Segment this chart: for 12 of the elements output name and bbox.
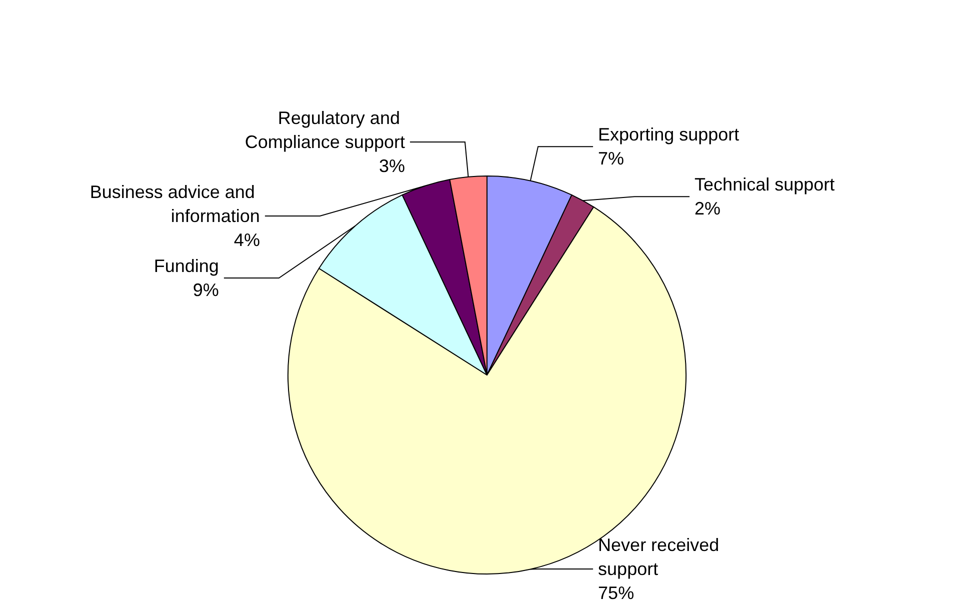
data-label: 7% [598,148,624,169]
data-label: 4% [234,230,260,250]
slice-label: Funding [154,256,219,276]
data-label: 3% [378,156,405,176]
slice-label: Regulatory and Compliance support [244,108,405,152]
data-label: 9% [192,280,219,300]
slice-label: Technical support [694,174,835,195]
slice-label: Business advice and information [90,182,260,226]
data-label: 2% [694,198,721,219]
slice-label: Never received support [598,535,724,579]
slice-label: Exporting support [598,124,740,145]
data-label: 75% [598,583,634,603]
